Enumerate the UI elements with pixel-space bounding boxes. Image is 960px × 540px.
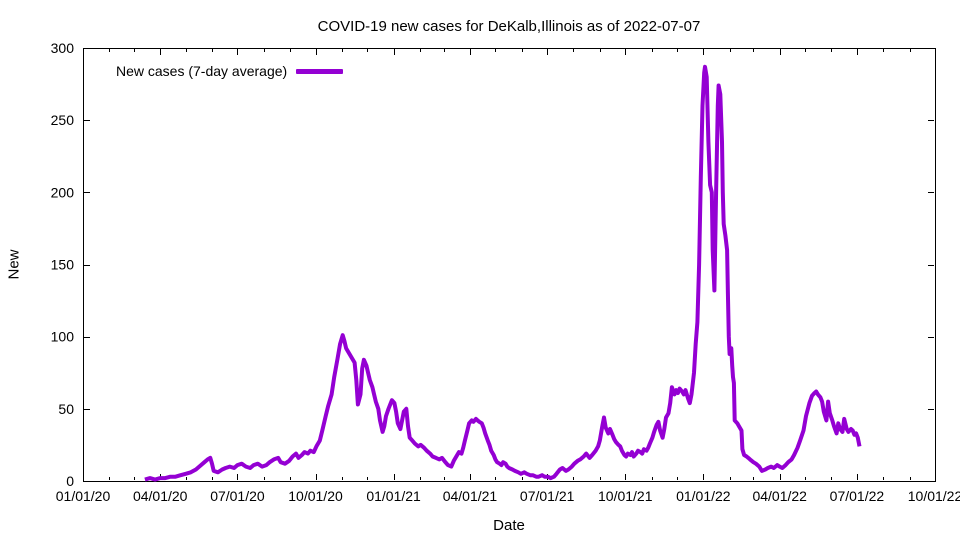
plot-border: [83, 48, 936, 482]
x-tick-label-11: 10/01/22: [908, 488, 960, 504]
x-tick-label-10: 07/01/22: [830, 488, 885, 504]
x-tick-label-6: 07/01/21: [520, 488, 575, 504]
x-tick-label-3: 10/01/20: [288, 488, 343, 504]
y-tick-label-3: 150: [51, 257, 75, 273]
x-tick-label-5: 04/01/21: [443, 488, 498, 504]
chart-title: COVID-19 new cases for DeKalb,Illinois a…: [317, 18, 701, 35]
x-tick-label-9: 04/01/22: [752, 488, 807, 504]
x-tick-label-1: 04/01/20: [133, 488, 188, 504]
legend-label: New cases (7-day average): [116, 63, 288, 79]
y-tick-label-5: 250: [51, 112, 75, 128]
legend-line-sample-icon: [296, 68, 344, 74]
y-tick-label-4: 200: [51, 184, 75, 200]
data-line-new-cases: [144, 64, 862, 482]
y-tick-label-6: 300: [51, 40, 75, 56]
x-tick-label-7: 10/01/21: [598, 488, 653, 504]
legend: New cases (7-day average): [116, 63, 344, 79]
y-tick-label-0: 0: [66, 473, 74, 489]
y-tick-label-1: 50: [58, 401, 74, 417]
x-tick-label-8: 01/01/22: [676, 488, 731, 504]
x-tick-label-2: 07/01/20: [210, 488, 265, 504]
x-tick-label-4: 01/01/21: [366, 488, 421, 504]
x-axis-label: Date: [493, 517, 525, 534]
x-tick-label-0: 01/01/20: [56, 488, 111, 504]
y-tick-label-2: 100: [51, 329, 75, 345]
